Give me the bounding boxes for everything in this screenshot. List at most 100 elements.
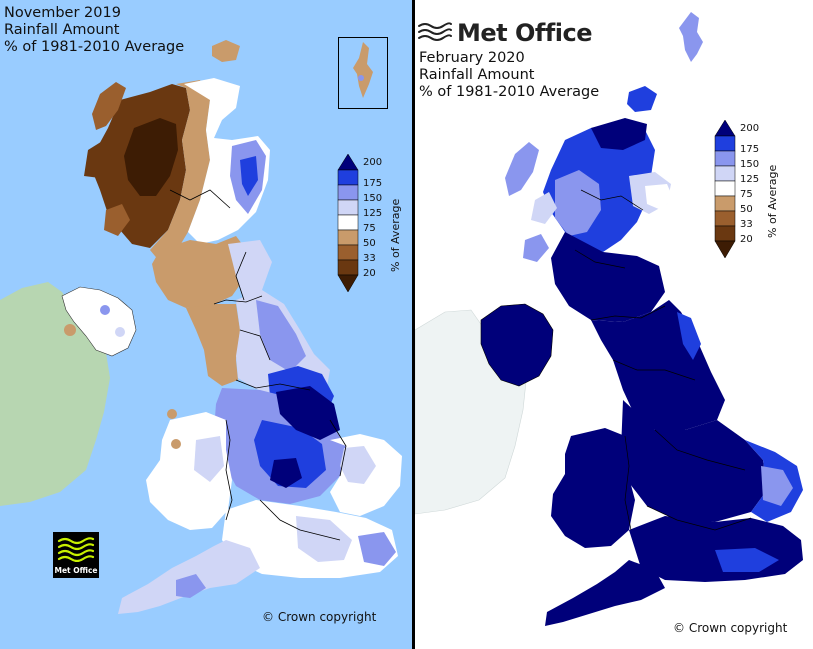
scotland-central-brown — [150, 80, 210, 262]
east-anglia-wet — [761, 466, 793, 506]
legend-swatch-150-175 — [714, 150, 736, 167]
right-legend: 200 175 150 125 75 50 33 20 % of Average — [713, 118, 793, 278]
right-legend-colorbar — [714, 119, 736, 259]
midlands-extreme — [276, 386, 340, 440]
northern-england-wet — [256, 300, 306, 372]
legend-swatch-50-75 — [337, 229, 359, 246]
shetland-inset — [338, 37, 388, 109]
western-isles — [505, 142, 539, 196]
left-title-line-1: November 2019 — [4, 5, 121, 21]
met-office-logo-icon — [418, 22, 452, 41]
uk-rainfall-map-february-2020 — [415, 12, 803, 626]
legend-tick-175: 175 — [363, 178, 383, 189]
kent-wet — [358, 532, 396, 566]
legend-bottom-arrow — [714, 240, 736, 259]
legend-swatch-20-33 — [714, 225, 736, 242]
ni-blue-patch — [100, 305, 110, 315]
east-anglia-wet — [340, 446, 376, 484]
legend-tick-20: 20 — [740, 234, 753, 245]
legend-swatch-125-150 — [337, 199, 359, 216]
legend-swatch-175-200 — [714, 135, 736, 152]
wales — [551, 428, 635, 548]
country-borders — [574, 189, 752, 531]
scotland-south — [551, 232, 665, 322]
legend-axis-label: % of Average — [389, 198, 402, 272]
met-office-logo-icon — [57, 537, 95, 562]
legend-swatch-50-75 — [714, 195, 736, 212]
legend-axis-label: % of Average — [766, 164, 779, 238]
legend-tick-125: 125 — [363, 208, 383, 219]
wales-brown-patch — [171, 439, 181, 449]
badge-text: Met Office — [54, 566, 98, 575]
northern-ireland — [480, 303, 554, 387]
left-title-line-2: Rainfall Amount — [4, 22, 120, 38]
scotland-very-dry-core — [124, 118, 178, 196]
right-title-line-2: Rainfall Amount — [419, 67, 535, 83]
legend-swatch-33-50 — [337, 244, 359, 261]
midlands — [621, 400, 767, 522]
legend-bottom-arrow — [337, 274, 359, 293]
midlands-extreme-2 — [270, 458, 302, 488]
left-map-title: November 2019 Rainfall Amount % of 1981-… — [4, 5, 184, 56]
ni-brown-patch — [64, 324, 76, 336]
legend-swatch-33-50 — [714, 210, 736, 227]
scotland-east-aberdeen — [645, 184, 673, 210]
ni-blue-patch-2 — [115, 327, 125, 337]
legend-tick-20: 20 — [363, 268, 376, 279]
legend-tick-150: 150 — [740, 159, 760, 170]
legend-tick-33: 33 — [363, 253, 376, 264]
right-title-line-1: February 2020 — [419, 50, 525, 66]
left-map-panel: November 2019 Rainfall Amount % of 1981-… — [0, 0, 412, 649]
legend-swatch-125-150 — [714, 165, 736, 182]
legend-top-arrow — [337, 153, 359, 171]
legend-tick-33: 33 — [740, 219, 753, 230]
met-office-badge: Met Office — [53, 532, 99, 578]
anglesey-brown — [167, 409, 177, 419]
mull — [104, 204, 130, 236]
south-england-wet — [296, 516, 352, 562]
legend-swatch-75-125 — [714, 180, 736, 197]
right-copyright: © Crown copyright — [673, 621, 788, 635]
legend-tick-75: 75 — [363, 223, 376, 234]
left-legend-colorbar — [337, 153, 359, 293]
legend-tick-75: 75 — [740, 189, 753, 200]
dartmoor-wet — [176, 574, 206, 598]
legend-tick-200: 200 — [740, 123, 760, 134]
legend-tick-150: 150 — [363, 193, 383, 204]
legend-tick-175: 175 — [740, 144, 760, 155]
right-map-panel: Met Office February 2020 Rainfall Amount… — [415, 0, 813, 649]
right-map-title: February 2020 Rainfall Amount % of 1981-… — [419, 50, 599, 101]
scotland-east-very-wet — [240, 156, 258, 196]
wales-wet-patch — [194, 436, 224, 482]
legend-top-arrow — [714, 119, 736, 137]
shetland-blue — [358, 75, 364, 81]
left-title-line-3: % of 1981-2010 Average — [4, 39, 185, 55]
skye — [84, 140, 112, 178]
north-east-coast-wet — [677, 312, 701, 360]
legend-swatch-150-175 — [337, 184, 359, 201]
northern-england-west — [186, 304, 240, 386]
scotland-west-highlands-wet — [555, 170, 601, 236]
south-coast-wet — [715, 548, 779, 572]
mull — [523, 234, 549, 262]
panel-divider — [412, 0, 415, 649]
ireland-landmass — [0, 282, 110, 506]
met-office-brand-text: Met Office — [457, 19, 593, 47]
orkney — [627, 86, 657, 112]
legend-swatch-75-125 — [337, 214, 359, 231]
legend-swatch-175-200 — [337, 169, 359, 186]
uk-rainfall-map-november-2019 — [0, 40, 402, 614]
left-legend: 200 175 150 125 75 50 33 20 % of Average — [336, 152, 412, 312]
country-borders — [169, 189, 347, 541]
shetland-islands — [353, 42, 373, 98]
legend-tick-200: 200 — [363, 157, 383, 168]
scotland-north-wet — [591, 118, 647, 150]
south-west-peninsula — [545, 560, 665, 626]
skye — [531, 192, 557, 224]
met-office-brand: Met Office — [417, 18, 593, 48]
shetland-islands — [679, 12, 703, 62]
legend-tick-50: 50 — [740, 204, 753, 215]
western-isles — [92, 82, 126, 130]
legend-swatch-20-33 — [337, 259, 359, 276]
left-copyright: © Crown copyright — [262, 610, 377, 624]
